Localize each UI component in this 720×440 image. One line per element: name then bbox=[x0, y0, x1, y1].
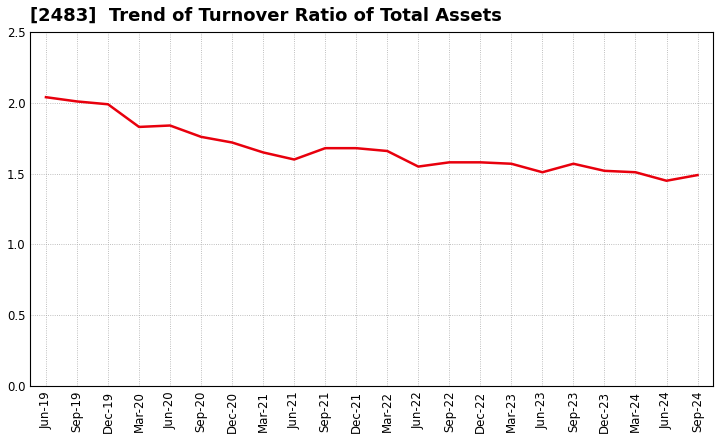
Text: [2483]  Trend of Turnover Ratio of Total Assets: [2483] Trend of Turnover Ratio of Total … bbox=[30, 7, 503, 25]
